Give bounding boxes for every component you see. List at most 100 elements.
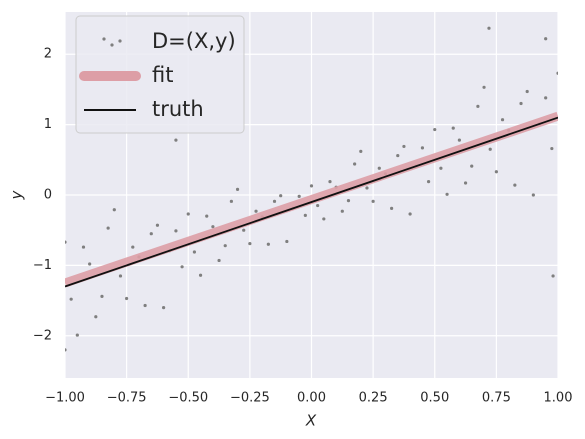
scatter-point [205,214,209,218]
legend-box [75,15,245,134]
scatter-point [235,187,240,191]
marks [65,26,558,352]
scatter-point [322,217,326,221]
scatter-point [494,170,498,174]
x-tick-label: −0.25 [230,391,270,406]
scatter-point [254,209,258,213]
scatter-point [229,199,233,203]
scatter-point [470,164,474,168]
scatter-point [106,226,110,230]
scatter-point [433,127,437,132]
scatter-point [550,146,554,151]
scatter-point [149,232,153,236]
scatter-point [223,244,227,248]
x-tick-label: 0.50 [420,391,449,406]
scatter-point [377,166,381,170]
ticks: −1.00 −0.75 −0.50 −0.25 0.00 0.25 0.50 0.75 1.00… [33,47,573,406]
scatter-point [186,212,190,216]
line [65,111,558,288]
scatter-point [303,213,307,218]
scatter-point [211,225,215,229]
scatter-point [519,101,523,106]
scatter-point [279,194,283,198]
y-tick-label: −1 [33,258,52,273]
scatter-point [346,199,351,203]
scatter-point [551,274,555,278]
y-tick-label: −2 [33,328,52,343]
x-tick-label: −0.50 [168,391,208,406]
scatter-point [488,147,492,151]
scatter-point [88,262,92,266]
scatter-point [94,315,98,319]
scatter-point [285,239,289,244]
scatter-point [266,242,270,246]
scatter-point [192,250,197,254]
scatter-point [544,96,548,100]
scatter-point [100,294,104,298]
x-tick-label: 0.75 [482,391,511,406]
scatter-point [531,193,535,197]
scatter-point [125,296,129,301]
scatter-point [309,184,314,188]
scatter-point [463,181,468,185]
scatter-point [451,126,455,130]
scatter-point [445,192,449,196]
legend: D=(X,y) fit truth [75,15,245,134]
x-tick-label: −1.00 [45,391,85,406]
legend-label: D=(X,y) [152,29,236,53]
scatter-point [544,37,548,41]
x-tick-label: −0.75 [107,391,147,406]
legend-marker [102,37,106,41]
x-tick-label: 0.25 [359,391,388,406]
scatter-point [359,149,363,153]
scatter-point [396,153,400,158]
scatter-point [457,138,461,142]
scatter-point [408,212,412,216]
scatter-point [180,265,184,269]
scatter-point [297,194,301,199]
scatter-point [112,208,116,212]
scatter-point [340,209,344,213]
legend-marker [110,43,114,47]
y-axis-label: y [8,189,26,200]
scatter-point [402,144,406,149]
scatter-point [75,333,79,337]
scatter-point [482,85,486,89]
scatter-point [118,274,123,278]
scatter-point [162,306,166,310]
scatter-point [439,166,443,170]
scatter-point [353,162,357,166]
scatter-point [81,245,86,249]
scatter-point [328,180,332,184]
scatter-point [500,118,505,122]
scatter-point [65,348,67,352]
scatter-point [371,199,375,203]
legend-label: fit [152,63,173,87]
y-tick-label: 2 [44,47,52,62]
y-tick-label: 1 [44,117,52,132]
scatter-point [476,104,480,108]
scatter-point [198,273,203,277]
scatter-point [174,138,178,142]
scatter-point [69,297,73,301]
scatter-point [131,245,135,249]
scatter-point [242,228,246,232]
x-tick-label: 1.00 [544,391,573,406]
scatter-point [143,303,147,308]
scatter-point [365,186,369,190]
scatter-point [248,241,252,246]
scatter-point [420,146,425,150]
scatter-point [487,26,491,30]
scatter-point [525,89,529,94]
scatter-point [272,199,277,203]
x-axis-label: X [305,412,317,430]
scatter-point [513,183,517,187]
scatter-point [174,229,178,233]
scatter-point [390,206,394,210]
scatter-point [155,223,160,227]
scatter-point [217,258,221,263]
legend-marker [118,39,122,43]
scatter-point [316,203,320,208]
x-tick-label: 0.00 [297,391,326,406]
